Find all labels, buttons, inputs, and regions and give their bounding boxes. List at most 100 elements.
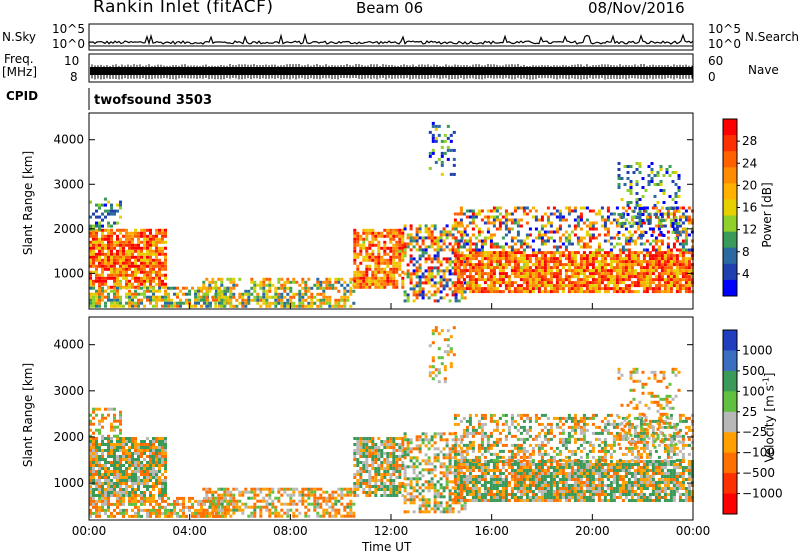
scatter-cell (681, 239, 685, 243)
scatter-cell (392, 267, 396, 271)
scatter-cell (427, 483, 431, 487)
scatter-cell (492, 233, 496, 237)
scatter-cell (453, 212, 457, 216)
scatter-cell (131, 479, 134, 482)
scatter-cell (89, 479, 92, 482)
scatter-cell (398, 231, 402, 235)
scatter-cell (389, 267, 393, 271)
scatter-cell (600, 260, 604, 264)
scatter-cell (107, 491, 110, 494)
scatter-cell (681, 263, 685, 267)
scatter-cell (573, 227, 577, 231)
scatter-cell (427, 504, 431, 508)
scatter-cell (98, 261, 101, 265)
scatter-cell (371, 228, 375, 232)
scatter-cell (603, 278, 607, 282)
scatter-cell (110, 485, 113, 488)
scatter-cell (597, 242, 601, 246)
scatter-cell (371, 479, 375, 482)
scatter-cell (389, 231, 393, 235)
scatter-cell (89, 470, 92, 473)
scatter-cell (137, 255, 140, 259)
scatter-cell (639, 263, 643, 267)
scatter-cell (137, 458, 140, 461)
scatter-cell (406, 233, 410, 237)
scatter-cell (657, 272, 661, 276)
scatter-cell (104, 295, 107, 299)
scatter-cell (403, 272, 407, 276)
scatter-cell (205, 289, 209, 293)
scatter-cell (650, 168, 654, 171)
scatter-cell (439, 438, 443, 442)
scatter-cell (567, 242, 571, 246)
scatter-cell (570, 284, 574, 288)
scatter-cell (594, 278, 598, 282)
scatter-cell (274, 298, 278, 302)
scatter-cell (451, 450, 455, 454)
scatter-cell (609, 242, 613, 246)
scatter-cell (167, 502, 170, 506)
scatter-cell (477, 233, 481, 237)
scatter-cell (140, 514, 143, 518)
scatter-cell (95, 508, 98, 512)
scatter-cell (116, 282, 119, 286)
scatter-cell (253, 508, 257, 512)
scatter-cell (617, 231, 621, 234)
scatter-cell (674, 228, 678, 231)
scatter-cell (349, 508, 353, 512)
scatter-cell (368, 231, 372, 235)
scatter-cell (119, 511, 122, 515)
scatter-cell (427, 290, 431, 294)
ytick-label: 3000 (53, 177, 84, 191)
scatter-cell (283, 490, 287, 494)
scatter-cell (149, 298, 152, 302)
scatter-cell (671, 198, 675, 201)
scatter-cell (609, 260, 613, 264)
scatter-cell (498, 281, 502, 285)
scatter-cell (149, 231, 152, 235)
scatter-cell (456, 284, 460, 288)
scatter-cell (259, 304, 263, 308)
scatter-cell (552, 272, 556, 276)
scatter-cell (421, 441, 425, 445)
scatter-cell (651, 272, 655, 276)
scatter-cell (313, 490, 317, 494)
scatter-cell (519, 251, 523, 255)
scatter-cell (639, 278, 643, 282)
scatter-cell (549, 257, 553, 261)
scatter-cell (427, 257, 431, 261)
scatter-cell (89, 252, 92, 256)
scatter-cell (486, 227, 490, 231)
scatter-cell (362, 276, 366, 280)
scatter-cell (463, 239, 467, 243)
scatter-cell (442, 447, 446, 451)
scatter-cell (155, 301, 158, 305)
scatter-cell (377, 464, 381, 467)
scatter-cell (220, 508, 224, 512)
scatter-cell (459, 239, 463, 243)
scatter-cell (401, 464, 405, 467)
scatter-cell (161, 228, 164, 232)
scatter-cell (427, 233, 431, 237)
scatter-cell (253, 295, 257, 299)
scatter-cell (421, 290, 425, 294)
scatter-cell (164, 240, 167, 244)
scatter-cell (152, 243, 155, 247)
scatter-cell (365, 234, 369, 238)
scatter-cell (618, 269, 622, 273)
scatter-cell (657, 290, 661, 294)
scatter-cell (101, 243, 104, 247)
scatter-cell (158, 508, 161, 512)
scatter-cell (158, 276, 161, 280)
scatter-cell (522, 251, 526, 255)
scatter-cell (131, 488, 134, 491)
scatter-cell (131, 476, 134, 479)
scatter-cell (389, 261, 393, 265)
scatter-cell (525, 275, 529, 279)
scatter-cell (146, 499, 149, 503)
scatter-cell (445, 465, 449, 469)
scatter-cell (409, 438, 413, 442)
scatter-cell (119, 461, 122, 464)
scatter-cell (659, 168, 663, 171)
scatter-cell (477, 269, 481, 273)
